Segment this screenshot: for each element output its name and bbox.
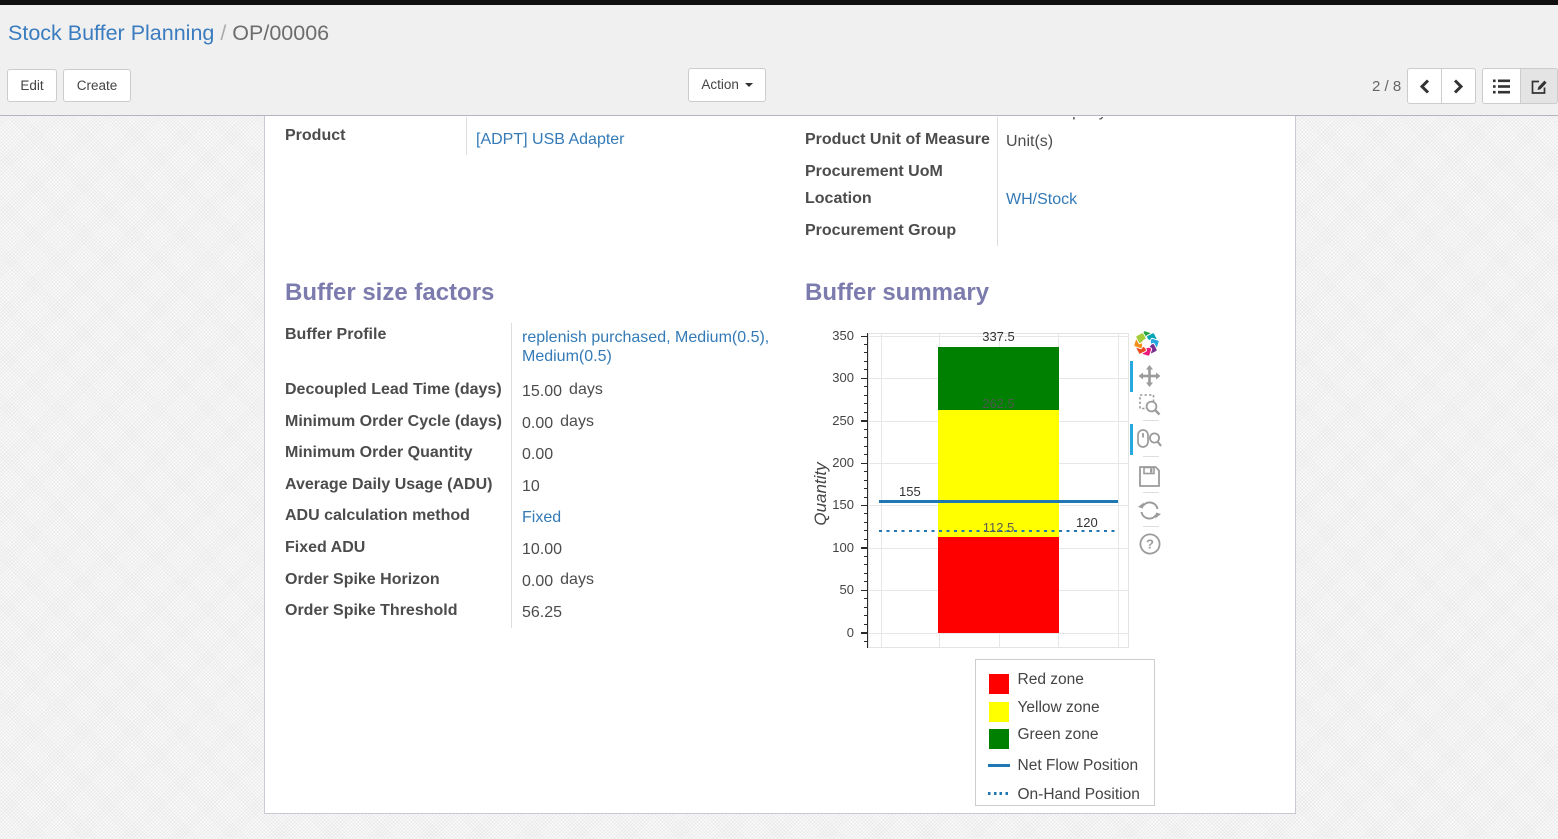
svg-text:?: ? <box>1146 537 1154 552</box>
